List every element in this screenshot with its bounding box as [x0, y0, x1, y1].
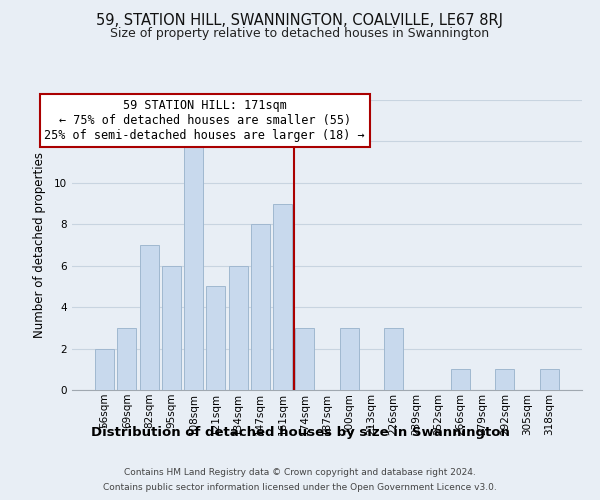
- Bar: [184, 142, 203, 390]
- Bar: [384, 328, 403, 390]
- Text: Contains HM Land Registry data © Crown copyright and database right 2024.: Contains HM Land Registry data © Crown c…: [124, 468, 476, 477]
- Text: 59, STATION HILL, SWANNINGTON, COALVILLE, LE67 8RJ: 59, STATION HILL, SWANNINGTON, COALVILLE…: [97, 12, 503, 28]
- Bar: [251, 224, 270, 390]
- Bar: [340, 328, 359, 390]
- Bar: [162, 266, 181, 390]
- Text: Distribution of detached houses by size in Swannington: Distribution of detached houses by size …: [91, 426, 509, 439]
- Bar: [229, 266, 248, 390]
- Text: 59 STATION HILL: 171sqm
← 75% of detached houses are smaller (55)
25% of semi-de: 59 STATION HILL: 171sqm ← 75% of detache…: [44, 99, 365, 142]
- Bar: [206, 286, 225, 390]
- Bar: [540, 370, 559, 390]
- Bar: [95, 348, 114, 390]
- Bar: [140, 245, 158, 390]
- Bar: [496, 370, 514, 390]
- Y-axis label: Number of detached properties: Number of detached properties: [32, 152, 46, 338]
- Bar: [273, 204, 292, 390]
- Text: Contains public sector information licensed under the Open Government Licence v3: Contains public sector information licen…: [103, 483, 497, 492]
- Bar: [451, 370, 470, 390]
- Bar: [118, 328, 136, 390]
- Text: Size of property relative to detached houses in Swannington: Size of property relative to detached ho…: [110, 28, 490, 40]
- Bar: [295, 328, 314, 390]
